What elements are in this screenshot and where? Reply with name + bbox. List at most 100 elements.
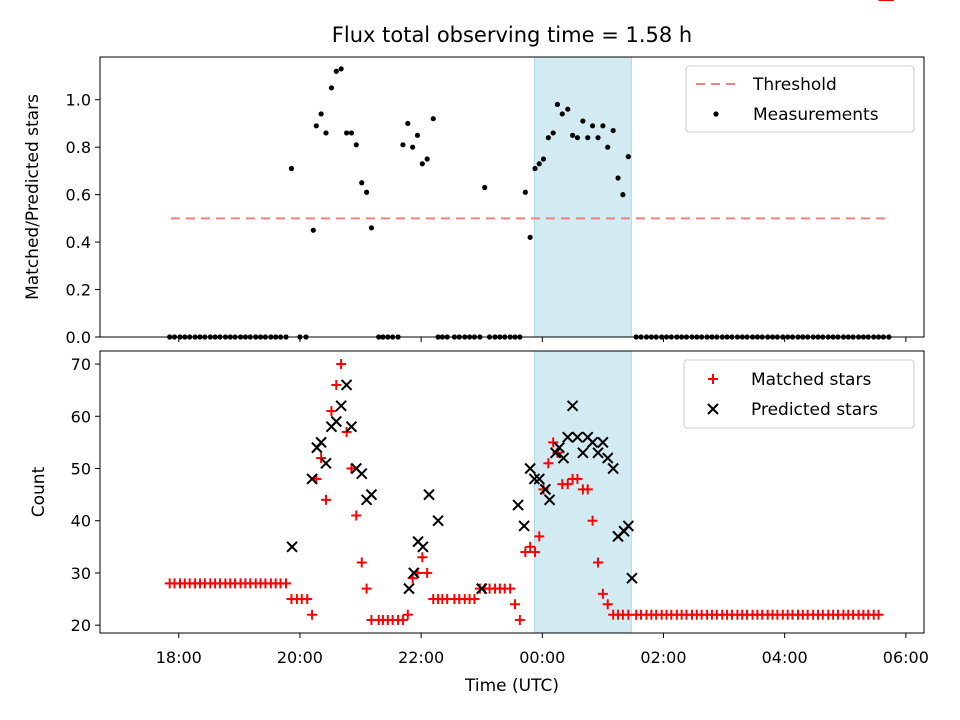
top-y-tick-label: 0.2	[66, 281, 91, 300]
bottom-x-axis-ticks: 18:00 20:00 22:00 00:00 02:00 04:00 06:00	[156, 633, 929, 667]
legend-measurements-label: Measurements	[753, 105, 879, 125]
measurement-point	[625, 154, 631, 160]
measurement-point	[410, 144, 416, 150]
measurement-point	[600, 123, 606, 129]
matched-star-marker	[562, 479, 573, 490]
top-y-axis-label: Matched/Predicted stars	[23, 94, 43, 300]
measurement-points	[167, 66, 892, 340]
x-tick-label: 06:00	[883, 648, 929, 667]
matched-star-marker	[597, 588, 608, 599]
matched-star-marker	[572, 473, 583, 484]
bottom-y-tick-label: 50	[71, 460, 91, 479]
predicted-star-marker	[365, 488, 378, 501]
matched-star-marker	[520, 547, 531, 558]
predicted-star-marker	[518, 520, 530, 532]
legend-predicted-marker	[707, 403, 719, 415]
predicted-star-marker	[345, 421, 358, 433]
matched-star-marker	[422, 567, 433, 578]
top-legend-box	[685, 65, 915, 133]
matched-star-marker	[873, 609, 884, 620]
predicted-star-marker	[577, 447, 589, 459]
measurement-point	[536, 161, 542, 167]
measurement-point	[368, 225, 375, 231]
top-y-axis-ticks: 0.0 0.2 0.4 0.6 0.8 1.0	[66, 91, 100, 347]
predicted-star-marker	[320, 457, 332, 469]
matched-star-marker	[341, 426, 352, 437]
matched-star-marker	[582, 484, 593, 495]
measurement-point	[400, 142, 406, 148]
predicted-star-marker	[403, 582, 415, 595]
matched-star-marker	[307, 609, 318, 620]
top-y-tick-label: 0.4	[66, 233, 91, 252]
predicted-star-marker	[423, 488, 435, 501]
predicted-star-marker	[543, 494, 556, 506]
measurement-point	[419, 161, 425, 167]
legend-predicted-swatch	[707, 403, 719, 415]
predicted-star-marker	[417, 541, 429, 553]
matched-star-marker	[538, 484, 549, 495]
matched-star-marker	[346, 463, 357, 474]
matched-star-marker	[417, 552, 428, 563]
top-x-axis-ticks	[178, 337, 907, 342]
matched-star-marker	[326, 406, 337, 417]
measurement-point	[313, 123, 319, 129]
predicted-star-marker	[622, 520, 635, 532]
measurement-point	[328, 85, 335, 91]
top-observing-window-shade	[533, 56, 632, 338]
predicted-star-marker	[626, 572, 638, 584]
matched-star-marker	[505, 583, 516, 594]
predicted-star-marker	[340, 379, 353, 391]
predicted-star-marker	[562, 431, 574, 443]
matched-star-marker	[361, 583, 372, 594]
measurement-point	[565, 106, 571, 112]
top-legend: Threshold Measurements	[685, 65, 915, 133]
top-y-tick-label: 1.0	[66, 91, 91, 110]
matched-star-marker	[397, 614, 408, 625]
matched-star-marker	[530, 547, 541, 558]
measurement-point	[527, 234, 533, 240]
bottom-axes-frame	[99, 350, 925, 634]
measurement-point	[554, 101, 561, 108]
matched-star-marker	[510, 599, 521, 610]
legend-predicted-label: Predicted stars	[751, 400, 878, 420]
legend-matched-swatch	[708, 374, 718, 384]
top-y-tick-label: 0.6	[66, 186, 91, 205]
matched-star-marker	[302, 594, 313, 605]
matched-star-marker	[534, 531, 545, 542]
predicted-star-marker	[315, 436, 327, 449]
measurement-point	[405, 120, 411, 127]
bottom-y-tick-label: 20	[71, 616, 91, 635]
matched-star-marker	[281, 578, 292, 589]
measurement-point	[605, 144, 611, 150]
measurement-point	[288, 165, 295, 172]
bottom-y-axis-ticks: 20 30 40 50 60 70	[71, 355, 100, 635]
measurement-point	[610, 127, 616, 134]
measurement-point	[343, 130, 350, 136]
top-axes-frame	[99, 56, 925, 338]
matched-star-marker	[514, 614, 525, 625]
chart-title: Flux total observing time = 1.58 h	[332, 23, 692, 47]
predicted-star-marker	[586, 436, 599, 449]
matched-star-marker	[316, 453, 327, 464]
matched-star-marker	[543, 458, 554, 469]
predicted-star-marker	[592, 447, 604, 459]
measurement-point	[359, 180, 365, 186]
measurement-point	[482, 184, 488, 191]
matched-star-marker	[602, 599, 613, 610]
matched-star-marker	[356, 557, 367, 568]
top-panel: 0.0 0.2 0.4 0.6 0.8 1.0 Matched/Predicted sta…	[23, 56, 925, 347]
measurement-point	[532, 165, 538, 172]
matched-star-marker	[331, 379, 342, 390]
matched-star-marker	[525, 541, 536, 552]
measurement-point	[430, 116, 436, 122]
x-tick-label: 02:00	[640, 648, 686, 667]
predicted-star-marker	[335, 400, 347, 412]
x-tick-label: 04:00	[762, 648, 808, 667]
x-tick-label: 00:00	[519, 648, 565, 667]
predicted-star-marker	[475, 582, 488, 595]
measurement-point	[545, 135, 551, 141]
top-y-tick-label: 0.8	[66, 138, 91, 157]
bottom-panel: 20 30 40 50 60 70 18:00 20:00 22:00 00:00 02:00 04…	[29, 0, 929, 696]
matched-star-marker	[587, 515, 598, 526]
